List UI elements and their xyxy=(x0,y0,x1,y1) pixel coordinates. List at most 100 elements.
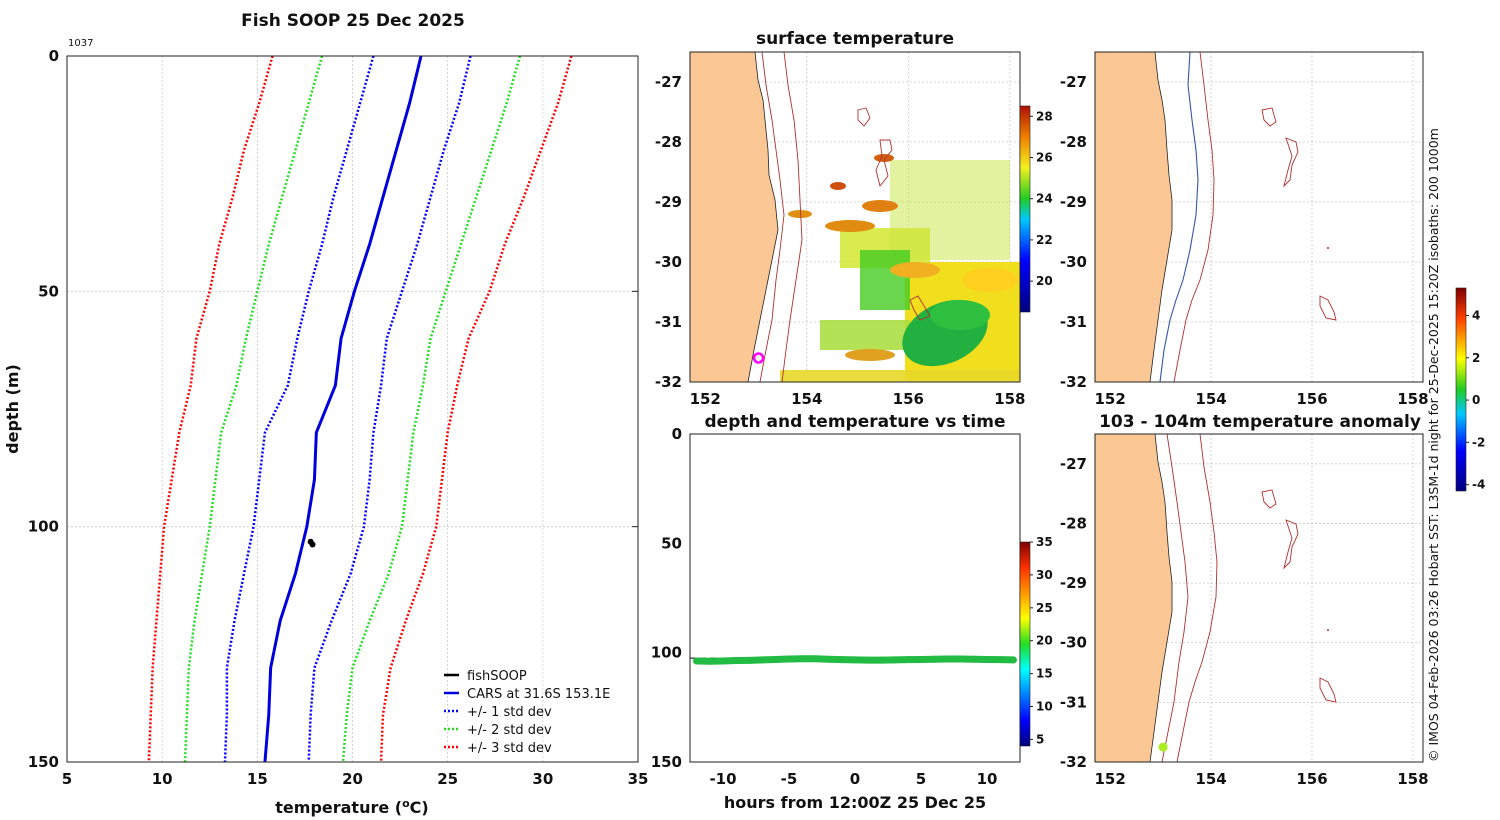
y-tick-label: 50 xyxy=(38,282,59,300)
depth-time-point xyxy=(957,655,965,663)
profile-x-label: temperature (oC) xyxy=(275,797,428,817)
colorbar-tick-label: 4 xyxy=(1472,308,1480,322)
depth-time-point xyxy=(732,657,740,665)
lat-tick-label: -30 xyxy=(655,253,682,271)
x-tick-label: -10 xyxy=(709,770,736,788)
depth-time-point xyxy=(996,656,1004,664)
colorbar-tick-label: 35 xyxy=(1036,535,1053,549)
vessel-position-marker xyxy=(752,352,765,364)
land-mass xyxy=(1095,52,1173,382)
fishsoop-point xyxy=(309,541,316,548)
lon-tick-label: 156 xyxy=(893,390,924,408)
series--2-std-dev xyxy=(183,56,324,762)
y-tick-label: 100 xyxy=(651,644,682,662)
anomaly-colorbar xyxy=(1455,287,1467,492)
lat-tick-label: -30 xyxy=(1060,634,1087,652)
sst-patch xyxy=(825,220,875,232)
sst-patch xyxy=(890,160,1010,260)
x-tick-label: 10 xyxy=(152,770,173,788)
lon-tick-label: 158 xyxy=(994,390,1025,408)
lon-tick-label: 158 xyxy=(1397,770,1428,788)
lat-tick-label: -28 xyxy=(1060,514,1087,532)
lat-tick-label: -29 xyxy=(1060,574,1087,592)
legend-std1: +/- 1 std dev xyxy=(467,705,552,720)
depth-time-point xyxy=(877,656,885,664)
sst-patch xyxy=(930,300,990,330)
lon-tick-label: 152 xyxy=(1094,390,1125,408)
legend-cars: CARS at 31.6S 153.1E xyxy=(467,687,610,702)
colorbar-tick-label: 20 xyxy=(1036,274,1053,288)
lat-tick-label: -29 xyxy=(655,193,682,211)
legend-std3: +/- 3 std dev xyxy=(467,741,552,756)
isobath-200m xyxy=(759,52,785,382)
lon-tick-label: 154 xyxy=(1195,390,1226,408)
series--1-std-dev xyxy=(307,56,472,762)
lat-tick-label: -30 xyxy=(1060,253,1087,271)
sst-patch xyxy=(820,320,910,350)
depth-time-point xyxy=(970,655,978,663)
lat-tick-label: -31 xyxy=(655,313,682,331)
depth-time-point xyxy=(983,655,991,663)
lat-tick-label: -29 xyxy=(1060,193,1087,211)
lon-tick-label: 154 xyxy=(1195,770,1226,788)
depth-time-point xyxy=(943,655,951,663)
isobath-200m xyxy=(1159,52,1199,382)
seamount-isobath xyxy=(1283,137,1299,188)
sst-patch xyxy=(780,370,1020,382)
lon-tick-label: 152 xyxy=(690,390,721,408)
x-tick-label: 30 xyxy=(532,770,553,788)
depth-time-point xyxy=(772,655,780,663)
isobath-map-panel: 152 154 156 158 -27 -28 -29 -30 -31 -32 xyxy=(1060,51,1429,408)
x-tick-label: 25 xyxy=(437,770,458,788)
sst-patch xyxy=(874,154,894,162)
depth-time-point xyxy=(759,656,767,664)
seamount-isobath xyxy=(1283,519,1299,570)
x-tick-label: 0 xyxy=(850,770,860,788)
lon-tick-label: 156 xyxy=(1296,770,1327,788)
isobath-map-frame xyxy=(1094,51,1424,383)
x-tick-label: -5 xyxy=(781,770,798,788)
land-mass xyxy=(690,52,779,382)
seamount-isobath xyxy=(857,107,871,127)
depth-time-point xyxy=(904,656,912,664)
sst-map-title: surface temperature xyxy=(756,29,954,49)
x-tick-label: 15 xyxy=(247,770,268,788)
lat-tick-label: -27 xyxy=(1060,455,1087,473)
seamount-isobath xyxy=(1327,247,1329,249)
series--1-std-dev xyxy=(223,56,375,762)
depth-time-colorbar xyxy=(1019,541,1031,747)
series--3-std-dev xyxy=(379,56,573,762)
y-tick-label: 100 xyxy=(28,518,59,536)
lat-tick-label: -31 xyxy=(1060,313,1087,331)
lat-tick-label: -32 xyxy=(655,373,682,391)
colorbar-tick-label: 0 xyxy=(1472,393,1480,407)
y-tick-label: 0 xyxy=(672,425,682,443)
series--2-std-dev xyxy=(341,56,522,762)
anomaly-map-title: 103 - 104m temperature anomaly xyxy=(1099,412,1421,432)
x-tick-label: 10 xyxy=(977,770,998,788)
colorbar-tick-label: 30 xyxy=(1036,568,1053,582)
y-tick-label: 150 xyxy=(651,753,682,771)
profile-y-label: depth (m) xyxy=(3,364,22,454)
depth-time-point xyxy=(745,656,753,664)
colorbar-tick-label: 25 xyxy=(1036,601,1053,615)
seamount-isobath xyxy=(1327,629,1329,631)
isobath-1000m xyxy=(1176,434,1218,762)
lat-tick-label: -27 xyxy=(655,73,682,91)
depth-time-point xyxy=(811,655,819,663)
depth-time-point xyxy=(706,657,714,665)
colorbar-tick-label: -4 xyxy=(1472,478,1485,492)
lat-tick-label: -32 xyxy=(1060,373,1087,391)
depth-time-point xyxy=(798,655,806,663)
y-tick-label: 150 xyxy=(28,753,59,771)
sst-colorbar xyxy=(1019,105,1031,313)
depth-time-point xyxy=(917,655,925,663)
x-tick-label: 5 xyxy=(62,770,72,788)
colorbar-tick-label: 5 xyxy=(1036,732,1044,746)
isobath-200m xyxy=(1161,434,1189,762)
depth-time-point xyxy=(930,655,938,663)
colorbar-tick-label: 22 xyxy=(1036,233,1053,247)
colorbar-tick-label: 24 xyxy=(1036,192,1053,206)
seamount-isobath xyxy=(1261,489,1277,509)
